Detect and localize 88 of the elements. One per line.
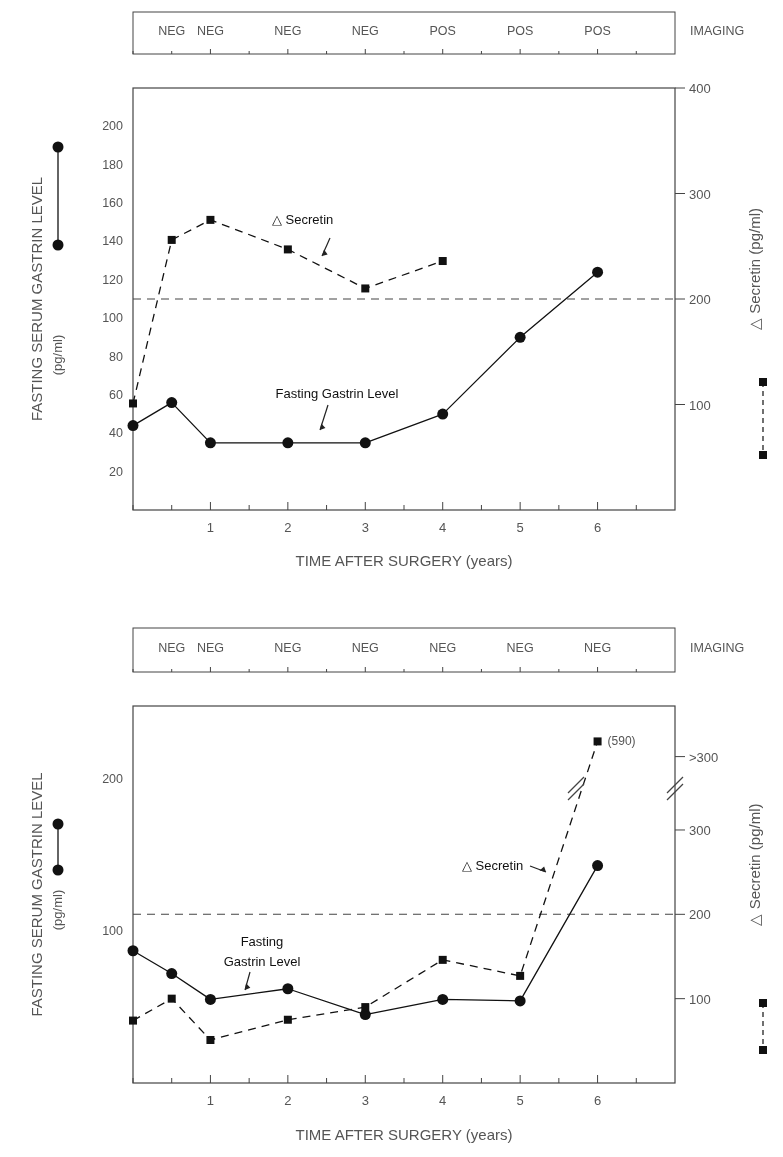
x-tick-label: 6 (593, 520, 602, 535)
annotation: NEG (351, 641, 379, 655)
point (204, 437, 216, 449)
y-axis-title: FASTING SERUM GASTRIN LEVEL (pg/ml) (28, 176, 65, 422)
x-tick-label: 1 (206, 520, 215, 535)
x-tick-label: 2 (284, 520, 292, 535)
annotation: NEG (274, 24, 302, 38)
x-tick-label: 6 (593, 1093, 602, 1108)
y-axis-title: FASTING SERUM GASTRIN LEVEL (pg/ml) (28, 772, 65, 1017)
point (167, 994, 176, 1003)
point (361, 284, 370, 293)
x-tick-label: 1 (206, 1093, 215, 1108)
annotation: NEG (196, 641, 224, 655)
annotation: NEG (351, 24, 379, 38)
y-tick-label: 200 (102, 771, 124, 786)
x-tick-label: 2 (284, 1093, 292, 1108)
y-tick-label: 160 (102, 196, 124, 211)
x-axis-title: TIME AFTER SURGERY (years) (295, 552, 513, 569)
y2-tick-label: 300 (689, 822, 711, 838)
y-tick-label: 100 (102, 311, 124, 326)
point (129, 1016, 137, 1025)
point (592, 860, 604, 872)
x-tick-label: 5 (516, 520, 524, 535)
point (514, 331, 526, 343)
annotation: POS (584, 24, 611, 38)
point (437, 408, 449, 420)
annotation: NEG (429, 641, 457, 655)
point (127, 945, 139, 957)
y-tick-label: 200 (102, 119, 124, 134)
annotation: NEG (158, 24, 186, 38)
series-label: △ Secretin (272, 212, 334, 227)
text: Fasting Gastrin Level (275, 386, 399, 401)
point (438, 955, 447, 964)
point (167, 235, 176, 244)
point (204, 993, 216, 1005)
point (361, 1003, 370, 1012)
point (438, 257, 447, 266)
point (359, 437, 371, 449)
series-label: Fasting Gastrin Level (223, 934, 301, 969)
y2-tick-label: 100 (689, 991, 711, 1007)
annotation: POS (429, 24, 456, 38)
y-tick-label: 80 (109, 349, 124, 364)
point (592, 266, 604, 278)
x-tick-label: 5 (516, 1093, 524, 1108)
point (282, 437, 294, 449)
y-tick-label: 60 (109, 387, 124, 402)
y2-axis-title: △ Secretin (pg/ml) (746, 803, 763, 926)
y-tick-label: 140 (102, 234, 124, 249)
y2-tick-label: 300 (689, 186, 711, 202)
point (514, 995, 526, 1007)
y2-tick-label: >300 (689, 749, 719, 765)
x-axis-title: TIME AFTER SURGERY (years) (295, 1126, 513, 1143)
point (437, 993, 449, 1005)
text: △ Secretin (462, 858, 524, 873)
point (206, 1035, 215, 1044)
point (283, 245, 292, 254)
annotation: NEG (158, 641, 186, 655)
text: IMAGING (690, 641, 745, 655)
point (516, 971, 525, 980)
annotation: (590) (607, 734, 636, 749)
y-tick-label: 120 (102, 272, 124, 287)
point (593, 737, 602, 746)
y-tick-label: 180 (102, 157, 124, 172)
point (206, 215, 215, 224)
y2-tick-label: 200 (689, 907, 711, 923)
point (129, 399, 137, 408)
y2-axis-title: △ Secretin (pg/ml) (746, 207, 763, 331)
annotation: POS (506, 24, 534, 38)
point (166, 397, 178, 409)
y-tick-label: 20 (109, 464, 124, 479)
point (283, 1015, 292, 1024)
y2-tick-label: 200 (689, 292, 711, 307)
x-tick-label: 4 (439, 520, 447, 535)
text: IMAGING (690, 24, 745, 38)
y2-tick-label: 100 (689, 397, 711, 413)
x-tick-label: 3 (361, 1093, 369, 1108)
y-tick-label: 100 (102, 923, 124, 938)
point (127, 420, 139, 432)
point (282, 983, 294, 995)
y-tick-label: 40 (109, 426, 124, 441)
annotation: NEG (584, 641, 612, 655)
y2-tick-label: 400 (689, 81, 711, 96)
annotation: NEG (196, 24, 224, 38)
annotation: NEG (274, 641, 302, 655)
x-tick-label: 3 (361, 520, 369, 535)
annotation: NEG (506, 641, 534, 655)
x-tick-label: 4 (439, 1093, 447, 1108)
point (166, 968, 178, 980)
